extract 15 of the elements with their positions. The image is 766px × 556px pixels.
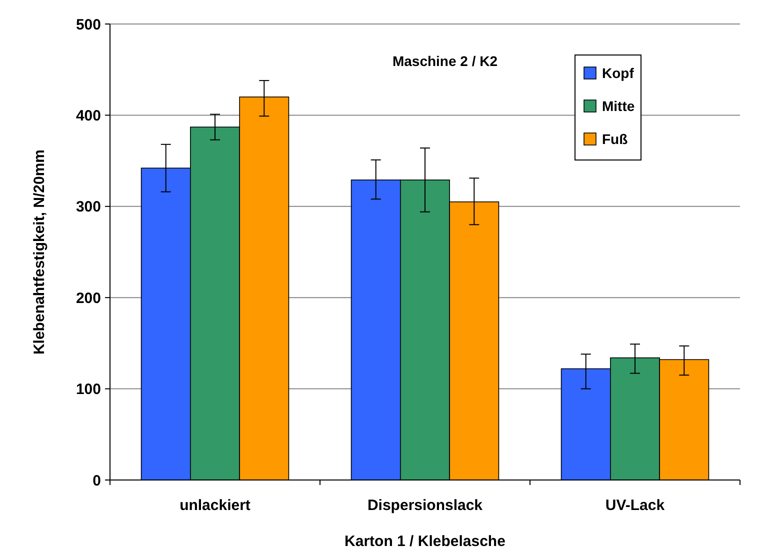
x-tick-label: Dispersionslack [367, 497, 484, 514]
y-tick-label: 100 [76, 381, 101, 398]
x-tick-label: UV-Lack [605, 497, 666, 514]
x-axis-title: Karton 1 / Klebelasche [344, 533, 506, 550]
y-tick-label: 200 [76, 290, 101, 307]
legend-label: Mitte [602, 98, 635, 114]
legend-label: Fuß [602, 130, 628, 147]
y-tick-label: 300 [76, 198, 101, 216]
y-tick-label: 500 [76, 16, 101, 34]
y-tick-label: 400 [76, 107, 101, 124]
y-tick-label: 0 [92, 472, 101, 490]
legend-label: Kopf [602, 64, 634, 81]
y-axis-title: Klebenahtfestigkeit, N/20mm [31, 149, 48, 355]
x-tick-label: unlackiert [180, 497, 250, 514]
text: Maschine 2 / K2 [392, 53, 498, 69]
